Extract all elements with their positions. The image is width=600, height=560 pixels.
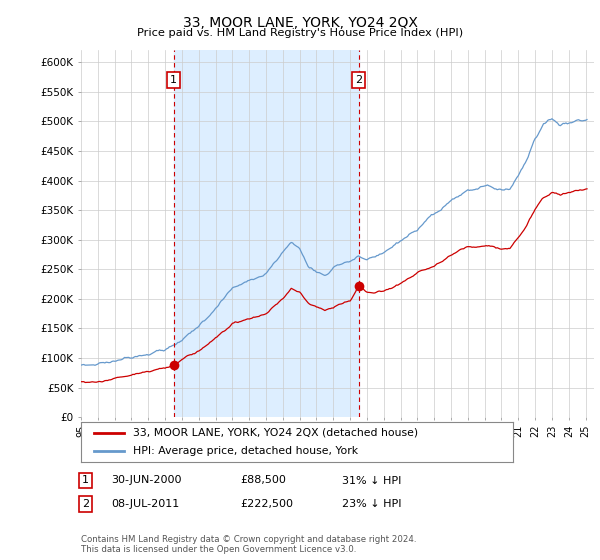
Text: HPI: Average price, detached house, York: HPI: Average price, detached house, York [133, 446, 358, 456]
Text: 33, MOOR LANE, YORK, YO24 2QX (detached house): 33, MOOR LANE, YORK, YO24 2QX (detached … [133, 428, 418, 438]
Text: £88,500: £88,500 [240, 475, 286, 486]
Text: 2: 2 [82, 499, 89, 509]
Text: 23% ↓ HPI: 23% ↓ HPI [342, 499, 401, 509]
Text: 08-JUL-2011: 08-JUL-2011 [111, 499, 179, 509]
Text: £222,500: £222,500 [240, 499, 293, 509]
Text: Price paid vs. HM Land Registry's House Price Index (HPI): Price paid vs. HM Land Registry's House … [137, 28, 463, 38]
Text: Contains HM Land Registry data © Crown copyright and database right 2024.
This d: Contains HM Land Registry data © Crown c… [81, 535, 416, 554]
Text: 31% ↓ HPI: 31% ↓ HPI [342, 475, 401, 486]
Text: 33, MOOR LANE, YORK, YO24 2QX: 33, MOOR LANE, YORK, YO24 2QX [182, 16, 418, 30]
Text: 1: 1 [82, 475, 89, 486]
Text: 2: 2 [355, 75, 362, 85]
Bar [173, 50, 359, 417]
Text: 30-JUN-2000: 30-JUN-2000 [111, 475, 182, 486]
Text: 1: 1 [170, 75, 177, 85]
